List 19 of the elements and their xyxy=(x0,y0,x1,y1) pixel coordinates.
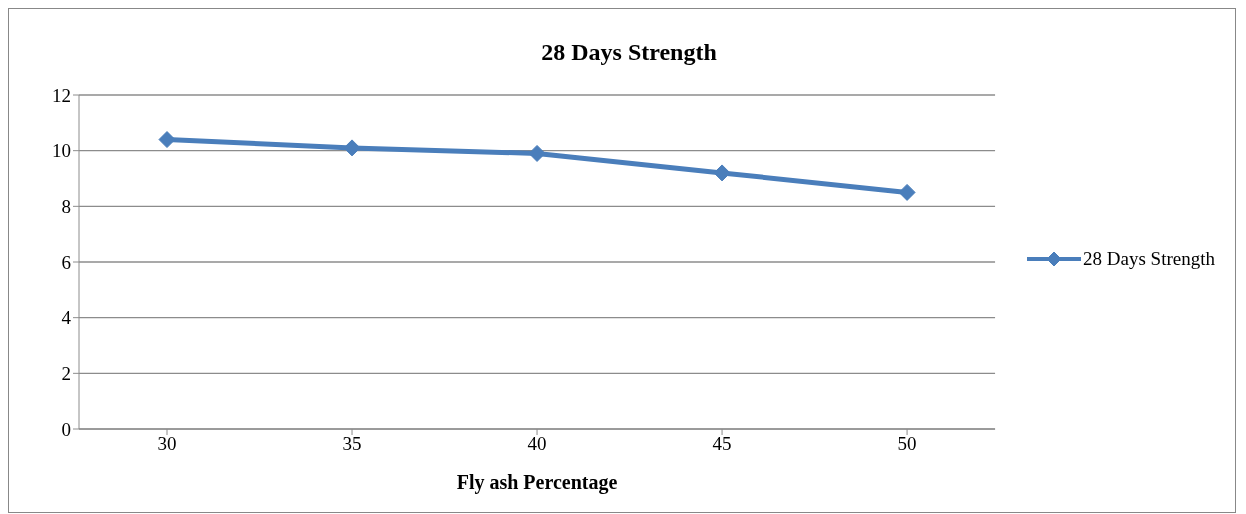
chart-title: 28 Days Strength xyxy=(540,39,718,66)
y-tick-label: 10 xyxy=(52,140,71,162)
point xyxy=(528,144,546,162)
x-tick-label: 35 xyxy=(342,433,362,455)
y-tick-label: 12 xyxy=(52,84,71,106)
y-tick-label: 8 xyxy=(61,196,71,218)
x-tick-label: 40 xyxy=(527,433,547,455)
x-axis-title: Fly ash Percentage xyxy=(456,471,618,494)
y-tick-label: 6 xyxy=(61,251,71,273)
y-tick-label: 2 xyxy=(61,363,71,385)
y-tick-label: 4 xyxy=(61,307,72,329)
x-tick-label: 45 xyxy=(712,433,732,455)
point xyxy=(898,183,916,201)
point xyxy=(713,164,731,182)
x-tick-label: 50 xyxy=(897,433,917,455)
point xyxy=(158,131,176,149)
legend-label: 28 Days Strength xyxy=(1083,248,1215,270)
y-tick-label: 0 xyxy=(61,418,71,440)
x-tick-label: 30 xyxy=(157,433,177,455)
